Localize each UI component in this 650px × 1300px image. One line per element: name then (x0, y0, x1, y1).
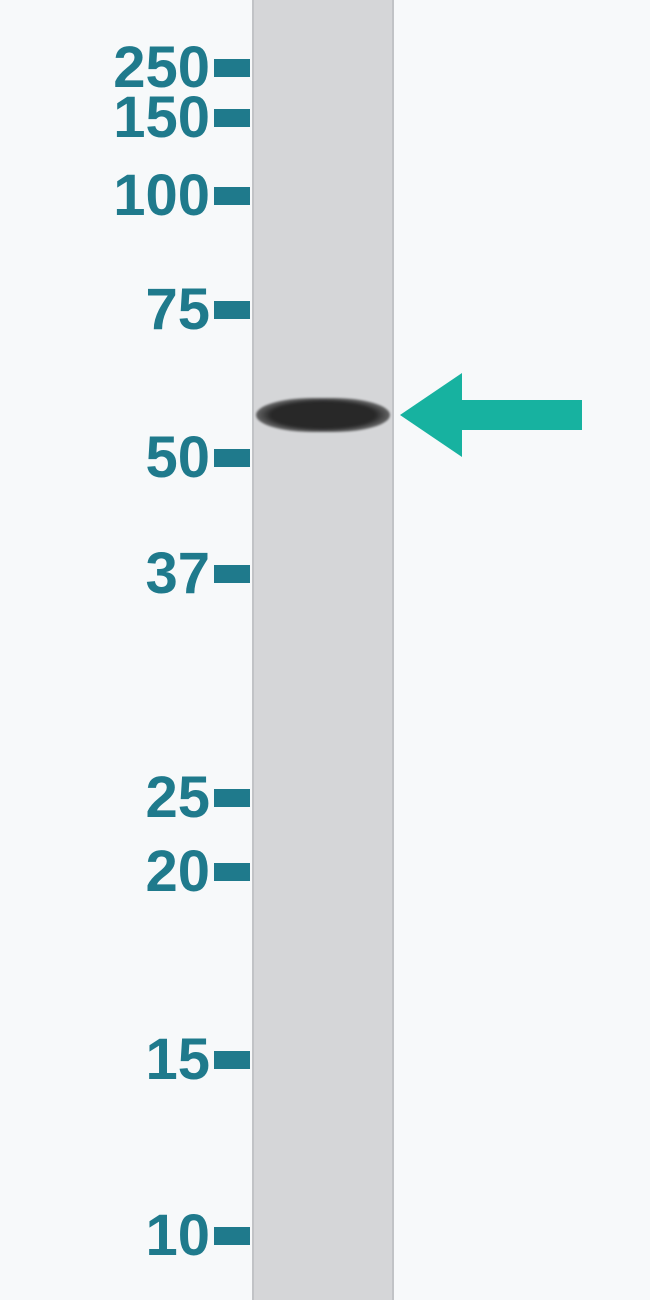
mw-label-15: 15 (145, 1031, 210, 1089)
mw-label-20: 20 (145, 843, 210, 901)
mw-label-25: 25 (145, 769, 210, 827)
indicator-arrow-shaft (462, 400, 582, 430)
mw-label-75: 75 (145, 281, 210, 339)
mw-tick-37 (214, 565, 250, 583)
mw-tick-10 (214, 1227, 250, 1245)
protein-band (256, 398, 390, 432)
mw-label-100: 100 (113, 167, 210, 225)
mw-tick-15 (214, 1051, 250, 1069)
mw-tick-250 (214, 59, 250, 77)
mw-tick-100 (214, 187, 250, 205)
mw-tick-50 (214, 449, 250, 467)
mw-tick-25 (214, 789, 250, 807)
mw-label-10: 10 (145, 1207, 210, 1265)
mw-tick-150 (214, 109, 250, 127)
indicator-arrow-head (400, 373, 462, 457)
mw-label-37: 37 (145, 545, 210, 603)
blot-canvas: 25015010075503725201510 (0, 0, 650, 1300)
gel-lane (252, 0, 394, 1300)
mw-label-150: 150 (113, 89, 210, 147)
mw-label-50: 50 (145, 429, 210, 487)
mw-tick-75 (214, 301, 250, 319)
mw-tick-20 (214, 863, 250, 881)
